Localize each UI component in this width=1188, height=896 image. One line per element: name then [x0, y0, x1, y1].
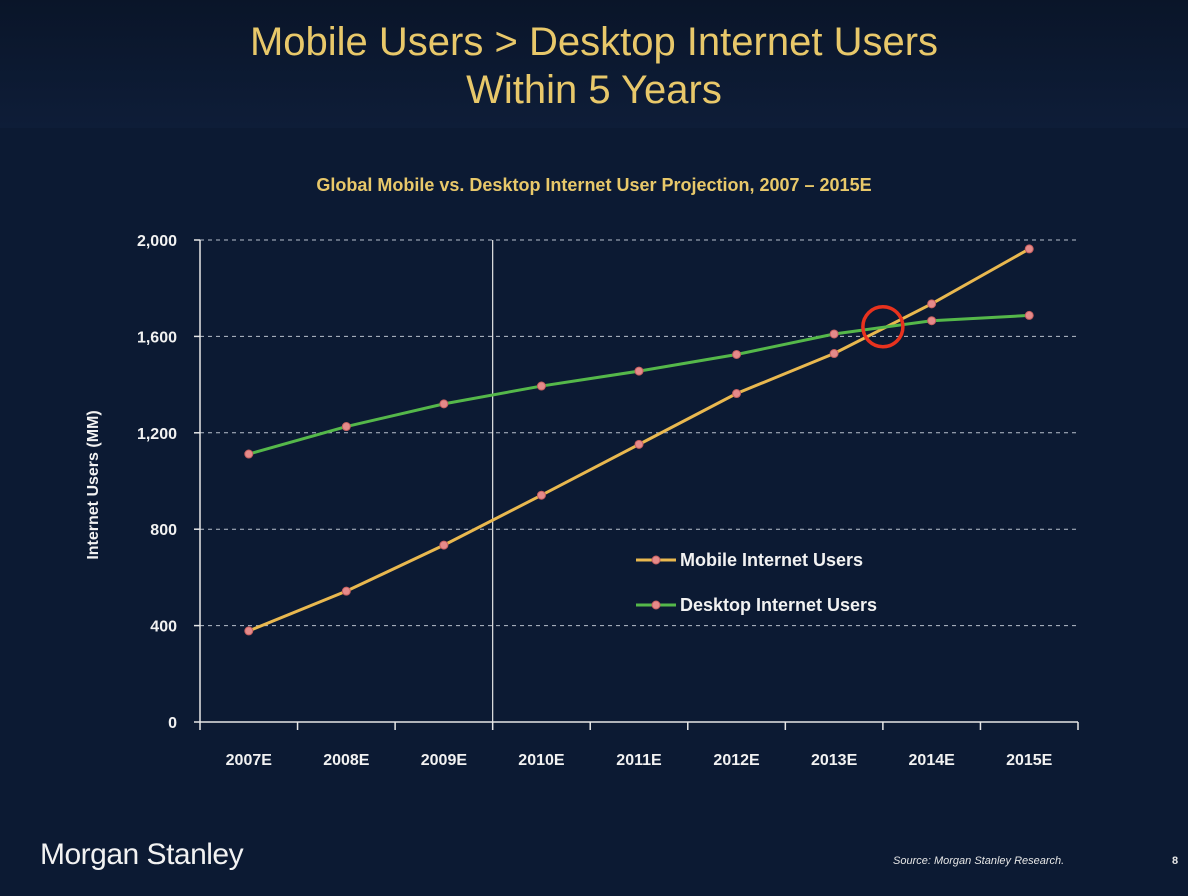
data-point-mobile — [927, 299, 937, 309]
source-note: Source: Morgan Stanley Research. — [893, 855, 1065, 867]
data-point-mobile — [536, 490, 546, 500]
data-point-desktop — [439, 399, 449, 409]
morgan-stanley-logo: Morgan Stanley — [40, 838, 244, 871]
title-band — [0, 0, 1188, 128]
x-tick-label: 2010E — [518, 752, 565, 769]
data-point-desktop — [536, 381, 546, 391]
data-point-desktop — [634, 366, 644, 376]
slide-title-line-1: Mobile Users > Desktop Internet Users — [249, 20, 939, 64]
y-axis-title: Internet Users (MM) — [85, 410, 102, 559]
y-tick-label: 0 — [168, 715, 177, 732]
y-tick-label: 800 — [150, 522, 177, 539]
data-point-desktop — [1024, 310, 1034, 320]
data-point-mobile — [244, 626, 254, 636]
slide-title-line-2: Within 5 Years — [466, 68, 722, 112]
data-point-mobile — [829, 349, 839, 359]
y-tick-label: 400 — [150, 619, 177, 636]
data-point-desktop — [341, 422, 351, 432]
data-point-desktop — [244, 449, 254, 459]
data-point-desktop — [927, 316, 937, 326]
y-tick-label: 1,200 — [137, 426, 177, 443]
legend-marker — [651, 600, 661, 610]
data-point-mobile — [732, 389, 742, 399]
legend-label: Desktop Internet Users — [680, 595, 877, 615]
legend-marker — [651, 555, 661, 565]
x-tick-label: 2011E — [616, 752, 662, 769]
data-point-desktop — [732, 349, 742, 359]
data-point-mobile — [1024, 244, 1034, 254]
data-point-mobile — [634, 439, 644, 449]
y-tick-label: 1,600 — [137, 329, 177, 346]
x-tick-label: 2013E — [811, 752, 858, 769]
legend-label: Mobile Internet Users — [680, 550, 863, 570]
y-tick-label: 2,000 — [137, 233, 177, 250]
chart-title: Global Mobile vs. Desktop Internet User … — [316, 175, 872, 195]
data-point-desktop — [829, 329, 839, 339]
x-tick-label: 2015E — [1006, 752, 1053, 769]
page-number: 8 — [1172, 855, 1179, 867]
x-tick-label: 2012E — [713, 752, 760, 769]
data-point-mobile — [439, 540, 449, 550]
data-point-mobile — [341, 586, 351, 596]
x-tick-label: 2008E — [323, 752, 370, 769]
x-tick-label: 2009E — [421, 752, 468, 769]
x-tick-label: 2014E — [909, 752, 956, 769]
crossover-highlight-circle — [861, 305, 905, 349]
x-tick-label: 2007E — [226, 752, 273, 769]
